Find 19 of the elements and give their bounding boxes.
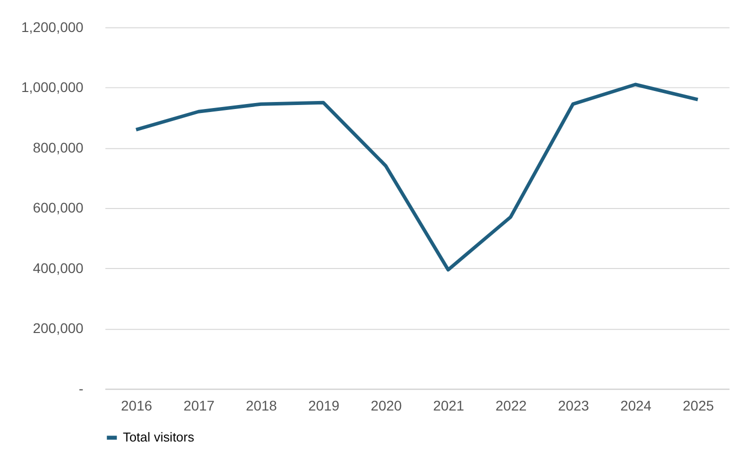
x-tick-label: 2024 [620,397,652,414]
x-tick-label: 2023 [558,397,590,414]
y-tick-label: 600,000 [32,200,84,216]
y-tick-label: 200,000 [32,320,84,336]
y-tick-label: 1,200,000 [21,18,84,35]
x-tick-label: 2018 [246,397,278,414]
x-tick-label: 2022 [496,397,527,414]
x-tick-label: 2021 [433,397,464,414]
y-tick-label: 1,000,000 [21,79,84,96]
x-tick-label: 2025 [682,397,714,414]
x-tick-label: 2019 [308,397,340,414]
legend-label: Total visitors [122,430,195,445]
y-tick-label: 400,000 [32,260,84,276]
y-tick-label: 800,000 [32,139,84,156]
x-tick-label: 2016 [121,397,152,414]
x-tick-label: 2017 [183,397,215,414]
y-tick-label: - [78,380,84,396]
line-series [134,82,700,272]
x-tick-label: 2020 [370,397,402,414]
